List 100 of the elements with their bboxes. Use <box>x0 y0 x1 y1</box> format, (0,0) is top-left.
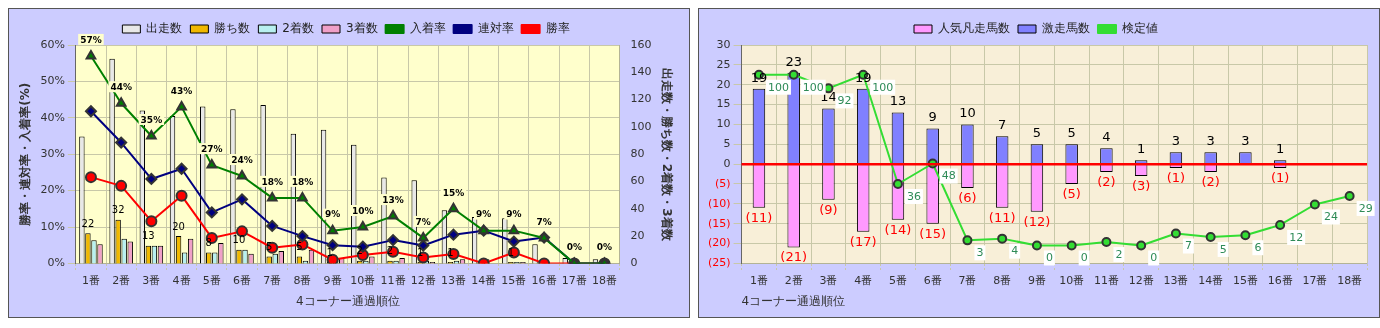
x-tick-label: 12番 <box>410 273 436 287</box>
data-label: 5 <box>296 241 303 253</box>
y-tick-label: 30 <box>716 37 731 51</box>
x-tick-label: 6番 <box>923 273 942 287</box>
data-label: 10% <box>352 205 374 216</box>
legend-label: 3着数 <box>346 21 378 36</box>
data-label: 3 <box>1241 133 1250 149</box>
x-tick-label: 7番 <box>958 273 977 287</box>
x-tick-label: 2番 <box>112 273 131 287</box>
x-tick-label: 11番 <box>1093 273 1119 287</box>
y2-tick-label: 60 <box>630 174 645 188</box>
x-tick-label: 8番 <box>993 273 1012 287</box>
data-label: (2) <box>1097 173 1116 189</box>
y2-axis-title: 出走数・勝ち数・2着数・3着数 <box>659 67 674 242</box>
data-label: 1 <box>326 246 333 258</box>
y-tick-label: 5 <box>723 137 731 151</box>
x-tick-label: 17番 <box>561 273 587 287</box>
data-label: (11) <box>745 209 773 225</box>
x-tick-label: 16番 <box>1267 273 1293 287</box>
y2-tick-label: 100 <box>630 119 652 133</box>
data-label: 0 <box>1150 251 1158 265</box>
data-label: 4 <box>1011 244 1019 258</box>
y-tick-label: 40% <box>40 110 65 124</box>
data-label: 0 <box>1045 251 1053 265</box>
data-label: (12) <box>1023 213 1051 229</box>
data-label: 8 <box>205 237 212 249</box>
data-label: (21) <box>780 249 808 265</box>
data-label: 57% <box>80 34 102 45</box>
data-label: 5 <box>1219 242 1227 256</box>
data-label: 0% <box>566 242 582 253</box>
data-label: 3 <box>976 246 984 260</box>
data-label: 100 <box>872 80 894 94</box>
x-tick-label: 16番 <box>531 273 557 287</box>
y-tick-label: 50% <box>40 74 65 88</box>
y2-tick-label: 40 <box>630 201 645 215</box>
data-label: 5 <box>1032 125 1042 141</box>
data-label: 48 <box>941 169 956 183</box>
y-tick-label: 25 <box>716 57 731 71</box>
legend-label: 入着率 <box>409 21 446 36</box>
y-axis-title: 勝率・連対率・入着率(%) <box>18 82 33 227</box>
data-label: 15% <box>442 187 465 198</box>
data-label: 1 <box>447 246 454 258</box>
y2-tick-label: 20 <box>630 228 645 242</box>
data-label: (3) <box>1131 177 1151 193</box>
x-axis-title: 4コーナー通過順位 <box>741 293 846 308</box>
y-tick-label: (20) <box>707 236 731 250</box>
legend-label: 出走数 <box>146 21 183 36</box>
x-tick-label: 18番 <box>592 273 617 287</box>
data-label: 100 <box>802 80 824 94</box>
legend-label: 2着数 <box>282 21 315 36</box>
y-tick-label: 0 <box>723 156 731 170</box>
data-label: 3 <box>1171 133 1181 149</box>
data-label: 2 <box>386 245 394 257</box>
data-label: 29 <box>1358 201 1373 215</box>
data-label: 27% <box>201 143 223 154</box>
x-tick-label: 13番 <box>1163 273 1189 287</box>
data-label: 12 <box>1289 230 1304 244</box>
y-tick-label: 60% <box>40 37 65 51</box>
x-tick-label: 1番 <box>749 273 768 287</box>
data-label: 9 <box>928 109 937 125</box>
x-tick-label: 2番 <box>784 273 803 287</box>
data-label: 22 <box>81 217 95 229</box>
x-tick-label: 1番 <box>81 273 100 287</box>
data-label: 1 <box>1137 141 1146 157</box>
data-label: 6 <box>1254 241 1262 255</box>
y-tick-label: 20% <box>40 183 65 197</box>
x-tick-label: 10番 <box>1059 273 1085 287</box>
x-tick-label: 4番 <box>854 273 873 287</box>
legend-label: 連対率 <box>477 21 514 36</box>
data-label: 0 <box>1080 251 1088 265</box>
data-label: (1) <box>1270 169 1290 185</box>
data-label: (17) <box>849 233 877 249</box>
data-label: 43% <box>170 85 193 96</box>
x-tick-label: 9番 <box>1027 273 1046 287</box>
x-tick-label: 14番 <box>1198 273 1224 287</box>
y2-tick-label: 140 <box>630 65 652 79</box>
y2-tick-label: 80 <box>630 147 645 161</box>
data-label: 1 <box>1276 141 1285 157</box>
x-tick-label: 4番 <box>172 273 191 287</box>
data-label: 2 <box>1115 247 1123 261</box>
x-tick-label: 11番 <box>380 273 406 287</box>
x-tick-label: 10番 <box>350 273 376 287</box>
x-tick-label: 5番 <box>888 273 907 287</box>
x-tick-label: 9番 <box>323 273 342 287</box>
data-label: (14) <box>884 221 912 237</box>
data-label: 10 <box>959 105 976 121</box>
y-tick-label: 0% <box>47 256 65 270</box>
data-label: 4 <box>1102 129 1111 145</box>
data-label: 92 <box>837 94 852 108</box>
x-tick-label: 7番 <box>263 273 282 287</box>
data-label: (15) <box>919 225 947 241</box>
data-label: 1 <box>507 246 515 258</box>
data-label: (9) <box>819 201 838 217</box>
data-label: 7% <box>415 216 431 227</box>
data-label: 7 <box>998 117 1007 133</box>
data-label: 18% <box>261 176 283 187</box>
data-label: 7% <box>536 216 552 227</box>
data-label: 9% <box>506 209 522 220</box>
legend-label: 激走馬数 <box>1042 21 1090 36</box>
data-label: (5) <box>1062 185 1081 201</box>
